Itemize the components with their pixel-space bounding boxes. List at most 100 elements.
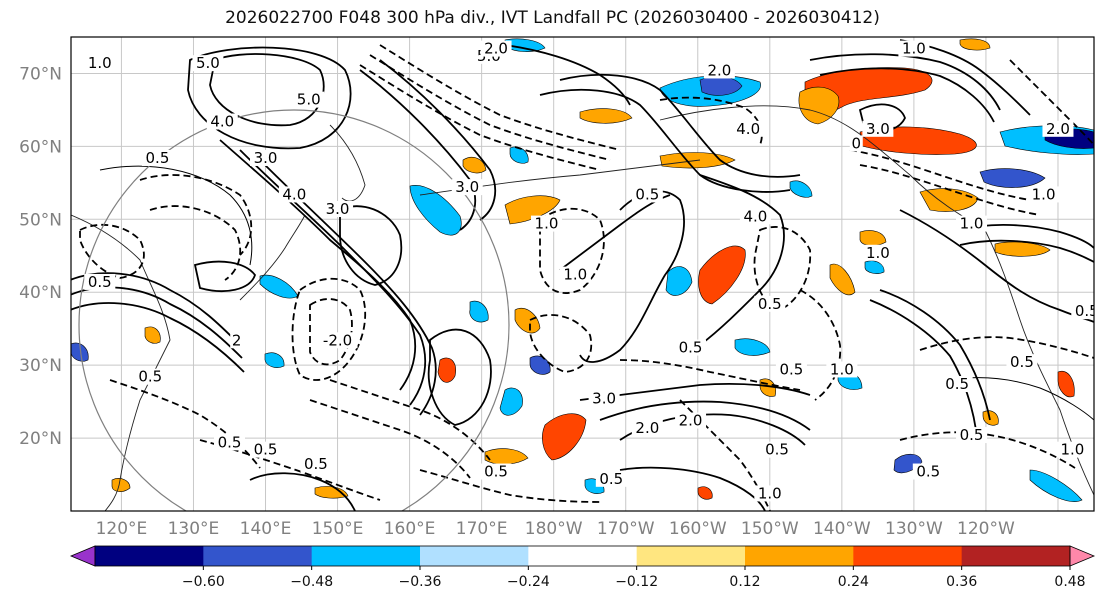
colorbar-swatch [311, 546, 421, 566]
contour-label: 0.5 [146, 149, 170, 167]
contour-label: 1.0 [758, 484, 782, 502]
contour-label-bg [84, 55, 116, 72]
contour-line [359, 64, 601, 171]
div-negative-area [499, 387, 523, 416]
contour-label-bg [956, 215, 988, 232]
contour-line [79, 223, 145, 279]
colorbar-tick-label: 0.24 [838, 574, 869, 590]
contour-label-bg [912, 463, 944, 480]
contour-label-bg [293, 91, 325, 108]
contour-line [809, 53, 1001, 111]
div-negative-area [264, 352, 285, 368]
contour-line [599, 400, 811, 431]
contour-label: 2 [232, 331, 242, 349]
contour-label-bg [631, 419, 663, 436]
longitude-label: 130°W [885, 519, 943, 539]
contour-label-bg [775, 361, 807, 378]
contour-line [309, 399, 471, 479]
colorbar-swatch [636, 546, 746, 566]
contour-label: 0.5 [679, 339, 703, 357]
div-positive-area [994, 241, 1051, 257]
contour-label-bg [862, 120, 894, 137]
contour-label: 1.0 [563, 266, 587, 284]
contour-label: 1.0 [1032, 185, 1056, 203]
contour-line [529, 314, 593, 373]
longitude-label: 150°W [741, 519, 799, 539]
contour-label-bg [322, 201, 354, 218]
longitude-label: 150°E [312, 519, 364, 539]
contour-label: 0.5 [484, 463, 508, 481]
contour-line [949, 377, 1094, 421]
contour-label: 0.5 [304, 455, 328, 473]
figure-title: 2026022700 F048 300 hPa div., IVT Landfa… [225, 8, 880, 28]
contour-line [559, 73, 801, 178]
contour-label-bg [941, 376, 973, 393]
colorbar-tick-label: 0.36 [946, 574, 977, 590]
contour-line [753, 226, 812, 311]
div-positive-area [542, 413, 587, 461]
contour-label: 1.0 [535, 215, 559, 233]
contour-label-bg [754, 485, 786, 502]
contour-label-bg [278, 186, 310, 203]
longitude-label: 130°E [168, 519, 220, 539]
thin-contours [99, 165, 1094, 421]
contour-line [879, 289, 991, 421]
contour-label-bg [849, 135, 863, 152]
contour-line [139, 174, 253, 256]
contour-label: 0.5 [960, 426, 984, 444]
contour-label: 0.5 [765, 441, 789, 459]
contour-line [899, 431, 1076, 469]
contour-line [699, 174, 785, 346]
contour-label-bg [754, 295, 786, 312]
contour-line [1009, 59, 1094, 146]
contour-label-bg [1028, 186, 1060, 203]
map-frame [70, 36, 1095, 512]
div-negative-area [469, 300, 489, 323]
contour-label-bg [1042, 120, 1074, 137]
contour-label-bg [192, 55, 224, 72]
contour-line [579, 190, 685, 363]
contour-label-bg [300, 456, 332, 473]
contour-label: 0.5 [945, 375, 969, 393]
div-positive-area [982, 410, 999, 426]
contour-line [99, 165, 253, 266]
contour-line [619, 359, 801, 391]
contour-label: 1.0 [866, 244, 890, 262]
div-negative-area [979, 168, 1046, 188]
div-positive-area [859, 230, 887, 246]
div-positive-area [111, 478, 131, 492]
div-positive-area [514, 308, 541, 334]
contour-label-bg [1006, 354, 1038, 371]
div-positive-area [798, 86, 840, 125]
contour-label-bg [317, 332, 358, 349]
coastline-kamchatka [329, 124, 366, 202]
colorbar-swatch [853, 546, 963, 566]
contour-label-bg [826, 361, 858, 378]
contour-label-bg [250, 441, 282, 458]
contour-label: 2.0 [1046, 120, 1070, 138]
contour-line [291, 277, 367, 381]
contour-line [359, 69, 477, 231]
contour-label: 5.0 [196, 54, 220, 72]
longitude-label: 170°W [597, 519, 655, 539]
contour-line [869, 299, 977, 431]
colorbar-swatch [95, 546, 204, 566]
div-positive-area [829, 263, 856, 296]
contour-label: 3.0 [254, 149, 278, 167]
contour-line [419, 469, 601, 503]
coastline-alaska [659, 105, 986, 231]
contour-label: 0.5 [599, 470, 623, 488]
colorbar-swatch [961, 546, 1071, 566]
div-negative-area [864, 260, 885, 274]
contour-label-bg [206, 113, 238, 130]
contour-label-bg [739, 208, 771, 225]
contour-label-bg [588, 390, 620, 407]
longitude-labels: 120°E 130°E 140°E 150°E 160°E 170°E 180°W 170°W… [96, 519, 1015, 539]
div-positive-area [504, 195, 561, 225]
contour-label: -2.0 [323, 331, 352, 349]
contour-label-bg [480, 40, 512, 57]
contour-line [71, 272, 241, 346]
contour-label: 1.0 [960, 215, 984, 233]
div-negative-area [789, 180, 813, 198]
contour-label-bg [675, 339, 707, 356]
